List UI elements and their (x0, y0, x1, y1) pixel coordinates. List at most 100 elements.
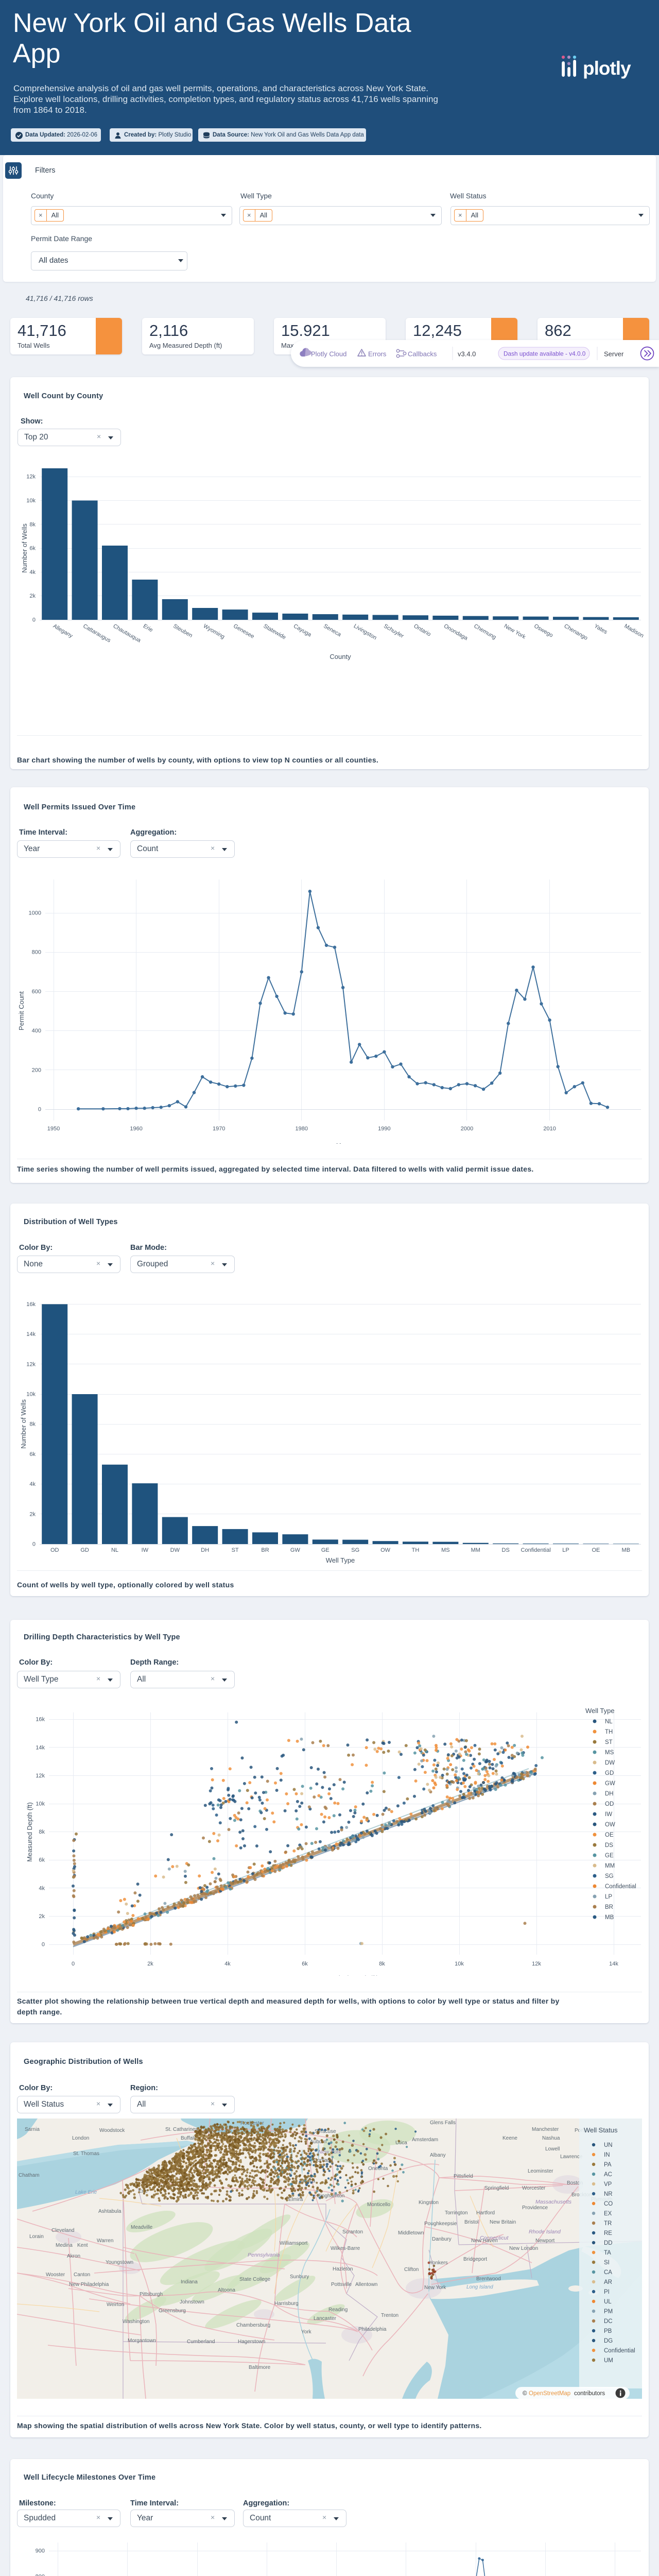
svg-text:Danbury: Danbury (432, 2236, 452, 2242)
svg-text:DS: DS (502, 1547, 510, 1553)
svg-text:PM: PM (604, 2309, 613, 2315)
svg-text:Boston: Boston (567, 2180, 583, 2186)
svg-text:Number of Wells: Number of Wells (21, 523, 28, 573)
svg-text:Permit Count: Permit Count (18, 991, 25, 1030)
svg-text:Lake Ontario: Lake Ontario (202, 2129, 232, 2134)
svg-text:6k: 6k (302, 1961, 308, 1967)
svg-text:Schuyler: Schuyler (383, 623, 405, 639)
svg-text:Utica: Utica (395, 2140, 407, 2146)
svg-text:Erie: Erie (142, 623, 154, 633)
svg-text:Albany: Albany (430, 2153, 446, 2158)
svg-text:St. Thomas: St. Thomas (73, 2151, 99, 2157)
svg-text:Monticello: Monticello (367, 2202, 390, 2208)
svg-text:Weirton: Weirton (107, 2302, 124, 2308)
svg-text:OW: OW (605, 1822, 615, 1828)
svg-text:8k: 8k (29, 1421, 36, 1428)
svg-text:1980: 1980 (296, 1126, 308, 1132)
svg-text:MM: MM (605, 1863, 615, 1869)
svg-text:DS: DS (605, 1842, 613, 1849)
svg-text:Chatham: Chatham (19, 2173, 40, 2178)
svg-text:4k: 4k (29, 1481, 36, 1487)
svg-text:Canton: Canton (74, 2272, 90, 2278)
svg-text:Providence: Providence (522, 2205, 548, 2211)
svg-text:Lawrence: Lawrence (560, 2154, 583, 2160)
svg-text:Altoona: Altoona (218, 2287, 235, 2293)
svg-text:Chenango: Chenango (563, 623, 589, 641)
svg-text:4k: 4k (29, 569, 36, 575)
svg-text:MS: MS (441, 1547, 450, 1553)
svg-text:New York: New York (503, 623, 527, 640)
svg-text:County: County (330, 653, 351, 660)
svg-text:Long Island: Long Island (466, 2284, 493, 2290)
svg-text:ST: ST (232, 1547, 239, 1553)
svg-text:Server: Server (604, 350, 624, 358)
svg-text:10k: 10k (26, 1392, 36, 1398)
svg-text:Pittsburgh: Pittsburgh (140, 2292, 163, 2297)
svg-text:Wilkes-Barre: Wilkes-Barre (331, 2246, 360, 2251)
svg-text:Oneonta: Oneonta (368, 2166, 388, 2172)
svg-text:14k: 14k (36, 1744, 45, 1751)
svg-text:RE: RE (604, 2230, 612, 2236)
svg-text:Confidential: Confidential (605, 1884, 636, 1890)
svg-text:200: 200 (32, 1067, 41, 1073)
svg-text:New York: New York (424, 2285, 446, 2291)
svg-text:4k: 4k (39, 1885, 45, 1891)
svg-text:Chemung: Chemung (473, 623, 497, 640)
svg-text:New Haven: New Haven (471, 2238, 498, 2244)
svg-text:Pottsville: Pottsville (331, 2282, 352, 2287)
svg-text:800: 800 (36, 2574, 45, 2576)
svg-text:Auburn: Auburn (310, 2139, 326, 2145)
svg-text:Ashtabula: Ashtabula (98, 2209, 122, 2214)
svg-text:16k: 16k (26, 1301, 36, 1308)
svg-text:Youngstown: Youngstown (106, 2260, 133, 2265)
svg-text:Plotly Cloud: Plotly Cloud (311, 350, 346, 358)
svg-text:Amsterdam: Amsterdam (412, 2137, 438, 2143)
svg-text:Reading: Reading (328, 2307, 348, 2313)
svg-text:Syracuse: Syracuse (315, 2129, 336, 2134)
svg-text:Lancaster: Lancaster (314, 2316, 337, 2321)
svg-text:SG: SG (605, 1873, 614, 1879)
svg-text:DW: DW (605, 1760, 615, 1766)
svg-text:Wyoming: Wyoming (202, 623, 226, 640)
svg-text:Greensburg: Greensburg (159, 2308, 186, 2314)
svg-text:0: 0 (32, 1541, 36, 1548)
svg-text:GW: GW (605, 1781, 615, 1787)
svg-text:Morgantown: Morgantown (128, 2338, 156, 2344)
svg-text:Seneca: Seneca (322, 623, 342, 638)
svg-text:Newport: Newport (535, 2238, 554, 2244)
svg-text:Well Type: Well Type (326, 1556, 355, 1564)
svg-text:Chautauqua: Chautauqua (112, 623, 143, 644)
svg-text:12k: 12k (26, 474, 36, 480)
svg-text:TH: TH (605, 1729, 613, 1735)
svg-text:St. Catharines: St. Catharines (165, 2127, 198, 2132)
svg-text:0: 0 (42, 1942, 45, 1948)
svg-text:TH: TH (412, 1547, 420, 1553)
svg-text:10k: 10k (36, 1801, 45, 1807)
svg-text:Akron: Akron (67, 2253, 80, 2259)
svg-text:6k: 6k (29, 1451, 36, 1458)
svg-text:Woodstock: Woodstock (99, 2128, 125, 2133)
svg-text:DH: DH (201, 1547, 209, 1553)
svg-text:CO: CO (604, 2201, 613, 2207)
svg-text:True Vertical Depth (ft): True Vertical Depth (ft) (311, 1974, 378, 1976)
svg-text:Errors: Errors (368, 350, 387, 358)
svg-text:OpenStreetMap: OpenStreetMap (529, 2391, 570, 2397)
svg-text:Confidential: Confidential (521, 1547, 551, 1553)
svg-text:8k: 8k (379, 1961, 385, 1967)
svg-text:Trenton: Trenton (381, 2313, 398, 2318)
svg-text:MM: MM (471, 1547, 480, 1553)
svg-text:12k: 12k (26, 1361, 36, 1367)
svg-text:Buffalo: Buffalo (181, 2136, 197, 2141)
svg-text:Baltimore: Baltimore (249, 2365, 271, 2370)
svg-text:Cattaraugus: Cattaraugus (82, 623, 112, 644)
svg-text:12k: 12k (36, 1773, 45, 1779)
svg-text:Medina: Medina (56, 2243, 73, 2248)
svg-text:Massachusetts: Massachusetts (535, 2199, 572, 2205)
svg-text:Number of Wells: Number of Wells (20, 1399, 27, 1449)
svg-text:1960: 1960 (130, 1126, 142, 1132)
svg-text:Callbacks: Callbacks (408, 350, 437, 358)
svg-text:Cayuga: Cayuga (292, 623, 313, 638)
svg-text:DC: DC (604, 2318, 613, 2325)
svg-text:EX: EX (604, 2211, 612, 2217)
svg-text:Well Type: Well Type (585, 1707, 615, 1715)
